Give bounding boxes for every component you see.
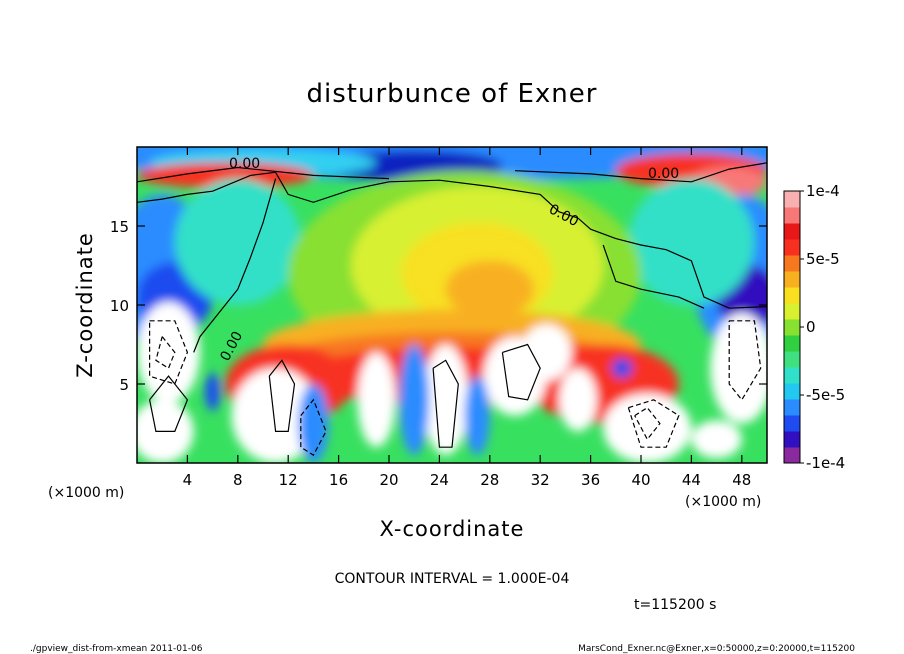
footer-left: ./gpview_dist-from-xmean 2011-01-06 (30, 644, 203, 654)
colorbar-tick-label: 5e-5 (806, 250, 840, 268)
colorbar-segment (784, 207, 800, 224)
colorbar-segment (784, 255, 800, 272)
contour-zero (193, 178, 277, 353)
contour-negative (300, 398, 327, 456)
x-tick-label: 44 (682, 471, 701, 489)
y-axis: 5 10 15 (110, 218, 767, 394)
x-tick-label: 12 (279, 471, 298, 489)
x-axis-title: X-coordinate (380, 517, 525, 541)
colorbar-tick-label: 0 (806, 318, 816, 336)
x-tick-label: 32 (531, 471, 550, 489)
contour-zero (137, 166, 390, 183)
chart-title: disturbunce of Exner (307, 79, 598, 109)
contour-interval-text: CONTOUR INTERVAL = 1.000E-04 (335, 571, 570, 587)
contour-zero (137, 171, 767, 309)
contour-negative (149, 320, 189, 385)
field-blob (603, 393, 692, 463)
x-tick-label: 20 (379, 471, 398, 489)
colorbar-segment (784, 223, 800, 240)
field-blob (174, 178, 301, 305)
contour-zero (149, 375, 189, 432)
field-blob (357, 352, 396, 448)
field-blob (445, 260, 534, 318)
colorbar-segment (784, 383, 800, 400)
contour-label-2: 0.00 (648, 166, 679, 182)
plot-area (137, 147, 767, 463)
x-unit-left: (×1000 m) (48, 485, 124, 501)
field-blob (423, 344, 469, 456)
field-blob (691, 420, 742, 459)
contour-zero (268, 359, 296, 432)
y-tick-label: 5 (119, 376, 129, 394)
colorbar-segment (784, 399, 800, 416)
colorbar-tick-label: -1e-4 (806, 454, 845, 472)
contour-label-1: 0.00 (229, 156, 260, 172)
colorbar-segment (784, 287, 800, 304)
field-blob (137, 301, 200, 403)
contour-zero (501, 343, 541, 401)
colorbar-segment (784, 367, 800, 384)
field-blob (464, 376, 490, 456)
x-tick-label: 24 (430, 471, 449, 489)
colorbar-segment (784, 335, 800, 352)
field-blob (231, 368, 320, 463)
x-tick-label: 48 (732, 471, 751, 489)
field-blob (612, 358, 633, 378)
contour-zero (602, 244, 705, 309)
colorbar-ticks: 1e-4 5e-5 0 -5e-5 -1e-4 (800, 182, 845, 472)
colorbar-tick-label: -5e-5 (806, 386, 845, 404)
field-blob (521, 323, 572, 381)
colorbar-segment (784, 319, 800, 336)
contour-zero (514, 162, 767, 183)
contour-negative (627, 399, 680, 448)
colorbar-segment (784, 351, 800, 368)
field-blob (298, 384, 329, 463)
colorbar (783, 190, 801, 464)
y-unit-right: (×1000 m) (685, 494, 761, 510)
field-blob (137, 162, 314, 189)
colorbar-segment (784, 191, 800, 208)
y-axis-title: Z-coordinate (73, 232, 97, 378)
time-text: t=115200 s (634, 597, 716, 613)
contour-zero (432, 359, 459, 448)
x-tick-label: 36 (581, 471, 600, 489)
colorbar-segment (784, 431, 800, 448)
colorbar-segment (784, 415, 800, 432)
y-tick-label: 10 (110, 297, 129, 315)
colorbar-segment (784, 303, 800, 320)
y-tick-label: 15 (110, 218, 129, 236)
contour-negative (728, 320, 762, 401)
colorbar-segment (784, 447, 800, 464)
exner-field (137, 147, 767, 463)
field-blob (559, 368, 597, 432)
contour-lines (137, 162, 767, 456)
colorbar-segment (784, 239, 800, 256)
colorbar-segment (784, 271, 800, 288)
field-blob (205, 372, 221, 411)
colorbar-tick-label: 1e-4 (806, 182, 840, 200)
x-axis: 4 8 12 16 20 24 28 32 36 40 44 48 (183, 147, 751, 489)
footer-right: MarsCond_Exner.nc@Exner,x=0:50000,z=0:20… (578, 644, 855, 654)
x-tick-label: 40 (631, 471, 650, 489)
x-tick-label: 4 (183, 471, 193, 489)
field-blob (710, 312, 767, 424)
x-tick-label: 8 (233, 471, 243, 489)
x-tick-label: 16 (329, 471, 348, 489)
x-tick-label: 28 (480, 471, 499, 489)
field-blob (399, 344, 430, 456)
contour-negative (155, 336, 176, 370)
contour-negative (634, 406, 661, 441)
field-blob (628, 178, 755, 305)
